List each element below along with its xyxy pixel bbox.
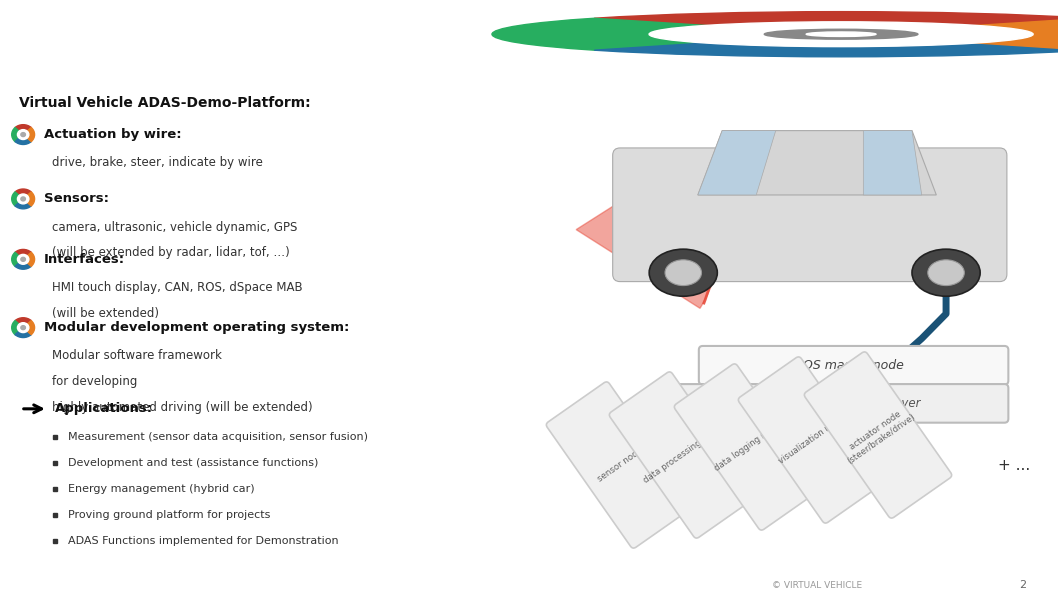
- Circle shape: [21, 258, 25, 261]
- Wedge shape: [23, 252, 35, 267]
- Text: Applications:: Applications:: [55, 402, 153, 415]
- Circle shape: [21, 325, 25, 330]
- FancyBboxPatch shape: [804, 352, 951, 518]
- Text: highly automated driving (will be extended): highly automated driving (will be extend…: [52, 401, 312, 414]
- Wedge shape: [15, 259, 32, 269]
- Wedge shape: [15, 249, 32, 259]
- Wedge shape: [595, 34, 1058, 57]
- FancyBboxPatch shape: [613, 148, 1007, 281]
- Polygon shape: [863, 131, 922, 195]
- Text: + ...: + ...: [998, 458, 1030, 472]
- Text: Proving ground platform for projects: Proving ground platform for projects: [68, 511, 270, 520]
- Wedge shape: [23, 192, 35, 206]
- Wedge shape: [841, 18, 1058, 50]
- Text: virtual: virtual: [870, 25, 927, 43]
- Circle shape: [17, 130, 29, 139]
- Text: data processing node: data processing node: [642, 425, 724, 486]
- Wedge shape: [12, 192, 23, 206]
- Text: actuator node
(steer/brake/drive): actuator node (steer/brake/drive): [839, 404, 916, 466]
- Text: drive, brake, steer, indicate by wire: drive, brake, steer, indicate by wire: [52, 156, 262, 170]
- Polygon shape: [698, 131, 776, 195]
- Circle shape: [21, 197, 25, 201]
- Text: HMI touch display, CAN, ROS, dSpace MAB: HMI touch display, CAN, ROS, dSpace MAB: [52, 281, 303, 294]
- Circle shape: [806, 32, 876, 36]
- FancyBboxPatch shape: [651, 384, 1008, 422]
- Text: Development and test (assistance functions): Development and test (assistance functio…: [68, 458, 318, 468]
- Text: Automated Driving: Demonstrator: Automated Driving: Demonstrator: [18, 23, 527, 49]
- Text: for developing: for developing: [52, 375, 138, 388]
- Text: (will be extended): (will be extended): [52, 307, 159, 320]
- Circle shape: [21, 133, 25, 137]
- Text: OS master node: OS master node: [803, 359, 904, 372]
- Wedge shape: [23, 321, 35, 334]
- Wedge shape: [15, 189, 32, 199]
- Circle shape: [17, 255, 29, 264]
- Circle shape: [649, 22, 1033, 46]
- Ellipse shape: [650, 249, 717, 296]
- FancyBboxPatch shape: [699, 346, 1008, 384]
- Text: 2: 2: [1019, 580, 1026, 590]
- FancyBboxPatch shape: [738, 357, 886, 523]
- Ellipse shape: [912, 249, 980, 296]
- Circle shape: [764, 29, 918, 39]
- Polygon shape: [698, 131, 936, 195]
- Wedge shape: [12, 127, 23, 142]
- Wedge shape: [577, 151, 723, 308]
- Text: message communication layer: message communication layer: [738, 397, 920, 410]
- Wedge shape: [12, 321, 23, 334]
- Text: Measurement (sensor data acquisition, sensor fusion): Measurement (sensor data acquisition, se…: [68, 431, 368, 441]
- Wedge shape: [15, 125, 32, 134]
- Ellipse shape: [928, 260, 964, 286]
- Wedge shape: [15, 318, 32, 328]
- Circle shape: [17, 322, 29, 333]
- Wedge shape: [595, 12, 1058, 34]
- Text: Sensors:: Sensors:: [43, 192, 109, 205]
- Wedge shape: [12, 252, 23, 267]
- Wedge shape: [492, 18, 841, 50]
- FancyBboxPatch shape: [546, 382, 694, 548]
- Text: vehicle: vehicle: [936, 25, 1001, 43]
- Text: © VIRTUAL VEHICLE: © VIRTUAL VEHICLE: [772, 581, 862, 590]
- Circle shape: [17, 194, 29, 204]
- Text: Interfaces:: Interfaces:: [43, 253, 125, 266]
- FancyBboxPatch shape: [609, 372, 756, 538]
- Text: camera, ultrasonic, vehicle dynamic, GPS: camera, ultrasonic, vehicle dynamic, GPS: [52, 221, 297, 234]
- Text: Modular software framework: Modular software framework: [52, 349, 221, 362]
- Text: visualization node: visualization node: [778, 414, 846, 466]
- Text: sensor node: sensor node: [596, 446, 644, 484]
- Text: Actuation by wire:: Actuation by wire:: [43, 128, 181, 141]
- Text: Energy management (hybrid car): Energy management (hybrid car): [68, 484, 254, 494]
- Wedge shape: [15, 199, 32, 209]
- Wedge shape: [15, 328, 32, 337]
- Text: (will be extended by radar, lidar, tof, …): (will be extended by radar, lidar, tof, …: [52, 246, 290, 259]
- Ellipse shape: [665, 260, 701, 286]
- Wedge shape: [23, 127, 35, 142]
- Text: Modular development operating system:: Modular development operating system:: [43, 321, 349, 334]
- Text: ADAS Functions implemented for Demonstration: ADAS Functions implemented for Demonstra…: [68, 537, 339, 546]
- Wedge shape: [15, 134, 32, 145]
- Text: Virtual Vehicle ADAS-Demo-Platform:: Virtual Vehicle ADAS-Demo-Platform:: [19, 96, 311, 110]
- Text: data logging node: data logging node: [713, 421, 783, 473]
- FancyBboxPatch shape: [674, 364, 822, 530]
